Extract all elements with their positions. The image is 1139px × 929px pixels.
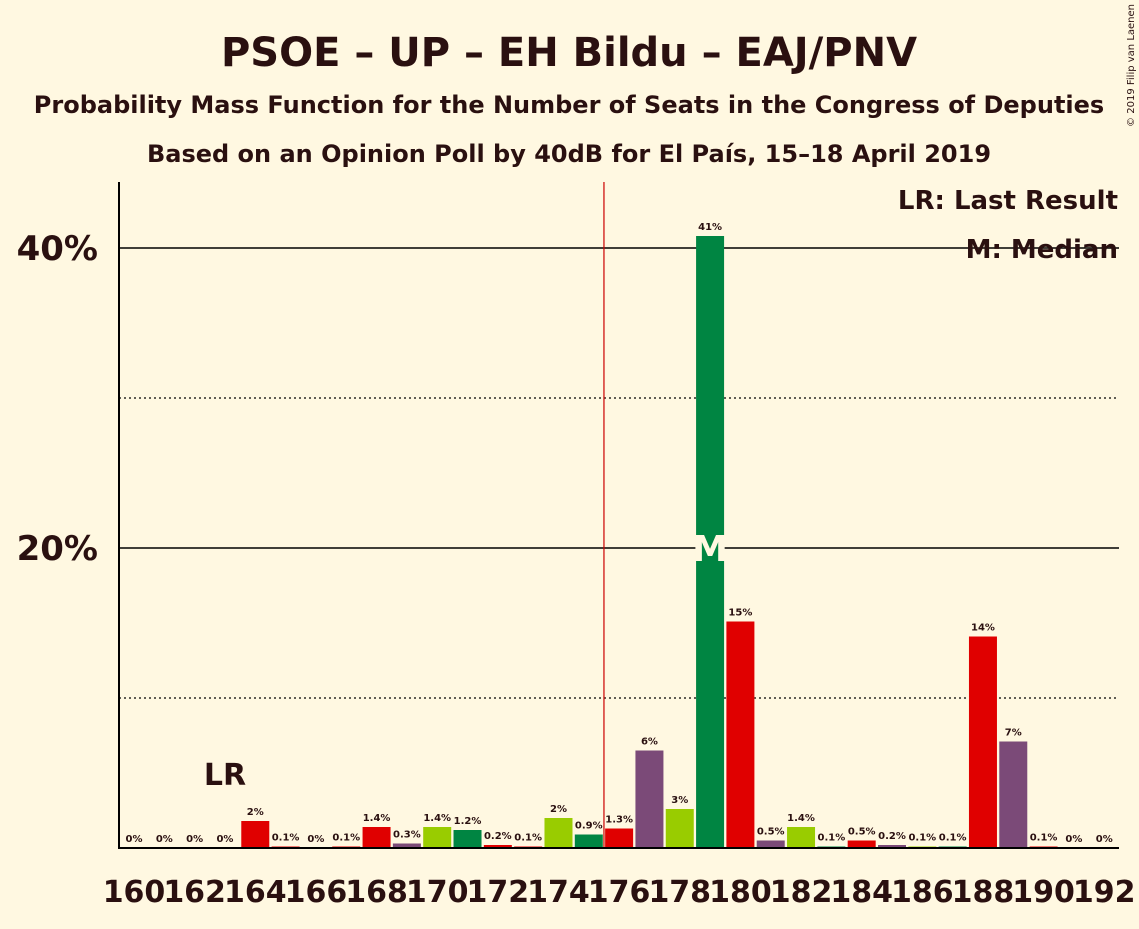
x-tick-label: 180: [709, 875, 772, 910]
data-label-179: 41%: [698, 222, 722, 233]
chart-subtitle: Probability Mass Function for the Number…: [34, 91, 1104, 119]
bar-171: [453, 830, 482, 848]
x-tick-label: 176: [588, 875, 651, 910]
data-label-189: 7%: [1005, 728, 1022, 739]
x-tick-label: 170: [406, 875, 469, 910]
chart-title: PSOE – UP – EH Bildu – EAJ/PNV: [221, 30, 917, 76]
data-label-184: 0.5%: [848, 827, 876, 838]
bar-164: [241, 821, 270, 848]
data-label-190: 0.1%: [1030, 833, 1058, 844]
bar-182: [787, 827, 816, 848]
data-label-175: 0.9%: [575, 821, 603, 832]
chart-poll-source: Based on an Opinion Poll by 40dB for El …: [147, 140, 991, 168]
y-tick-label: 20%: [17, 529, 98, 569]
x-tick-label: 164: [224, 875, 287, 910]
bar-172: [483, 845, 512, 848]
data-label-191: 0%: [1065, 834, 1082, 845]
data-label-167: 0.1%: [332, 833, 360, 844]
x-tick-label: 166: [285, 875, 348, 910]
data-label-182: 1.4%: [787, 813, 815, 824]
y-tick-label: 40%: [17, 229, 98, 269]
bar-185: [878, 845, 906, 848]
data-label-163: 0%: [216, 834, 233, 845]
data-label-165: 0.1%: [272, 833, 300, 844]
chart-grid: 20% 40%: [17, 229, 1119, 699]
x-tick-label: 192: [1073, 875, 1136, 910]
bar-175: [574, 834, 603, 848]
bar-188: [968, 636, 997, 848]
data-label-166: 0%: [307, 834, 324, 845]
bar-174: [544, 818, 573, 848]
data-label-188: 14%: [971, 623, 995, 634]
bar-177: [635, 750, 664, 848]
data-label-174: 2%: [550, 804, 567, 815]
bar-169: [392, 843, 421, 848]
x-tick-label: 172: [467, 875, 530, 910]
x-tick-label: 174: [527, 875, 590, 910]
data-label-171: 1.2%: [454, 816, 482, 827]
x-tick-label: 188: [952, 875, 1015, 910]
bar-181: [756, 840, 785, 848]
bar-178: [665, 809, 694, 848]
chart-bars: 0% 0% 0% 0%2%0.1% 0% 0.1%1.4%0.3%1.4% 1.2%0.2%…: [103, 222, 1136, 910]
median-marker: M: [692, 529, 728, 570]
data-label-164: 2%: [247, 807, 264, 818]
legend-last-result: LR: Last Result: [898, 186, 1118, 216]
data-label-170: 1.4%: [423, 813, 451, 824]
bar-180: [726, 621, 755, 848]
data-label-185: 0.2%: [878, 831, 906, 842]
data-label-192: 0%: [1096, 834, 1113, 845]
data-label-180: 15%: [728, 608, 752, 619]
bar-176: [605, 828, 634, 848]
data-label-160: 0%: [126, 834, 143, 845]
data-label-178: 3%: [671, 795, 688, 806]
data-label-169: 0.3%: [393, 830, 421, 841]
last-result-marker: LR: [204, 758, 246, 793]
legend-median: M: Median: [966, 235, 1118, 265]
data-label-187: 0.1%: [939, 833, 967, 844]
bar-168: [362, 827, 391, 848]
bar-179: [696, 236, 725, 848]
bar-184: [847, 840, 876, 848]
chart-annotations: LR M: [204, 182, 728, 848]
data-label-172: 0.2%: [484, 831, 512, 842]
x-tick-label: 186: [891, 875, 954, 910]
copyright-credit: © 2019 Filip van Laenen: [1126, 4, 1137, 127]
data-label-168: 1.4%: [363, 813, 391, 824]
x-tick-label: 182: [770, 875, 833, 910]
data-label-176: 1.3%: [605, 815, 633, 826]
data-label-186: 0.1%: [908, 833, 936, 844]
x-tick-label: 168: [345, 875, 408, 910]
data-label-177: 6%: [641, 737, 658, 748]
bar-170: [423, 827, 452, 848]
data-label-183: 0.1%: [817, 833, 845, 844]
bar-189: [999, 741, 1028, 848]
x-tick-label: 184: [830, 875, 893, 910]
data-label-173: 0.1%: [514, 833, 542, 844]
x-tick-label: 178: [648, 875, 711, 910]
data-label-162: 0%: [186, 834, 203, 845]
x-tick-label: 190: [1012, 875, 1075, 910]
x-tick-label: 160: [103, 875, 166, 910]
data-label-181: 0.5%: [757, 827, 785, 838]
x-tick-label: 162: [163, 875, 226, 910]
data-label-161: 0%: [156, 834, 173, 845]
